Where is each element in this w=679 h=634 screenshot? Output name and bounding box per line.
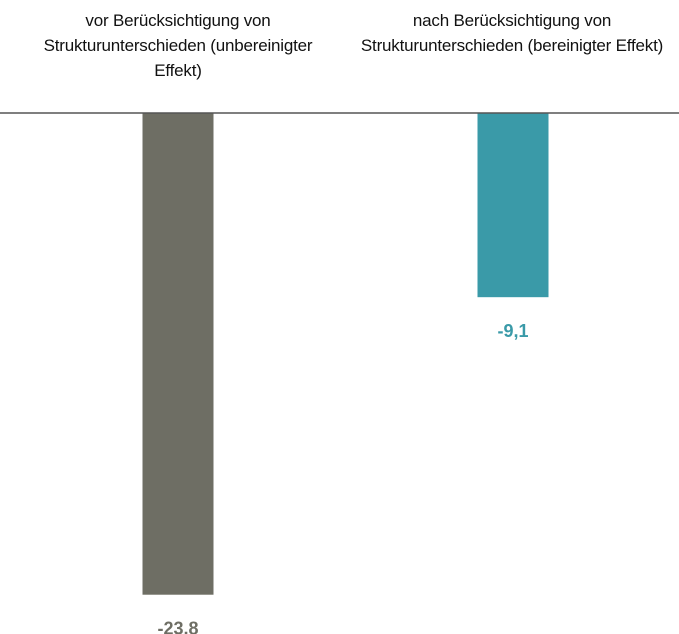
- category-label: nach Berücksichtigung von Strukturunters…: [360, 11, 664, 55]
- value-label: -9,1: [497, 321, 528, 341]
- category-label: vor Berücksichtigung von Strukturuntersc…: [43, 11, 313, 80]
- value-label: -23,8: [157, 618, 198, 634]
- bar: [142, 113, 214, 595]
- bar: [477, 113, 549, 298]
